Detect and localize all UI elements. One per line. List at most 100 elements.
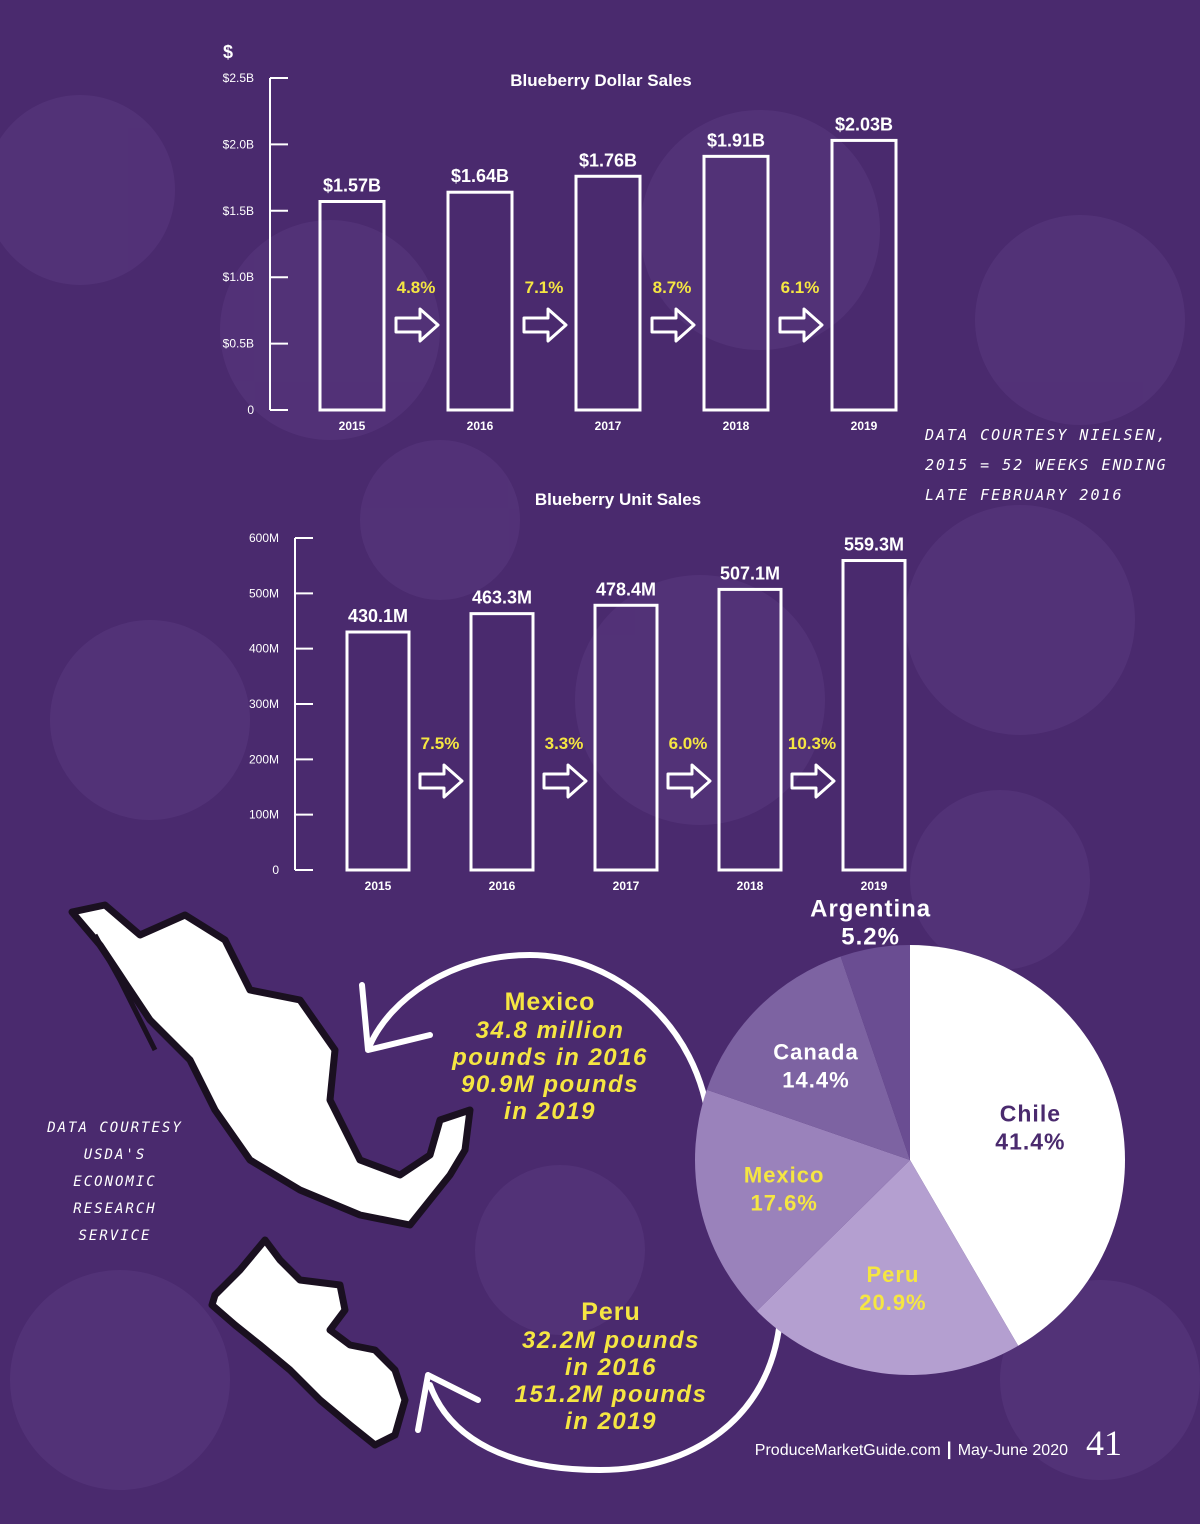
unit-bar [841, 559, 907, 872]
unit-growth-arrow-icon [666, 763, 712, 799]
nielsen-source-note: Data courtesy Nielsen, 2015 = 52 weeks e… [925, 420, 1168, 510]
dollar-bar [830, 138, 898, 412]
unit-growth-label: 3.3% [545, 734, 584, 753]
mexico-flow-line: 90.9M pounds [460, 1071, 640, 1098]
unit-category-label: 2017 [613, 879, 640, 893]
usda-note-line: Data courtesy [47, 1120, 183, 1136]
pie-slice-canada [706, 956, 910, 1160]
unit-growth-label: 7.5% [421, 734, 460, 753]
dollar-growth-arrow-icon [778, 307, 824, 343]
dollar-y-unit-label: $ [223, 42, 233, 62]
dollar-growth-arrow-icon [522, 307, 568, 343]
dollar-growth-label: 6.1% [781, 278, 820, 297]
unit-value-label: 507.1M [720, 563, 780, 583]
dollar-tick-label: 0 [247, 403, 254, 417]
dollar-bar [574, 174, 642, 412]
dollar-category-label: 2016 [467, 419, 494, 433]
usda-note-line: Service [78, 1228, 152, 1244]
unit-bars: 430.1M 2015 463.3M 2016 478.4M 2017 507.1M 2018… [345, 535, 907, 893]
pie-category-label: Peru [866, 1262, 919, 1287]
peru-flow-line: in 2019 [565, 1408, 657, 1435]
dollar-bar [702, 154, 770, 412]
pie-value-label: 20.9% [859, 1290, 926, 1315]
peru-flow-line: 32.2M pounds [521, 1327, 701, 1354]
unit-chart-title: Blueberry Unit Sales [535, 490, 701, 509]
dollar-chart-title: Blueberry Dollar Sales [510, 71, 691, 90]
dollar-growth-arrow-icon [650, 307, 696, 343]
peru-map-icon [208, 1236, 409, 1449]
unit-bar [345, 630, 411, 872]
unit-category-label: 2019 [861, 879, 888, 893]
pie-category-label: Argentina [810, 895, 931, 922]
nielsen-note-line: Data courtesy Nielsen, [925, 426, 1168, 444]
pie-slice-argentina [840, 945, 910, 1160]
dollar-growth-arrow-icon [394, 307, 440, 343]
footer-issue: May-June 2020 [957, 1442, 1068, 1459]
unit-tick-label: 300M [249, 697, 279, 711]
peru-flow-country: Peru [581, 1298, 641, 1326]
pie-slice-chile [910, 945, 1126, 1346]
unit-bar [593, 603, 659, 872]
dollar-y-axis: 0 $0.5B $1.0B $1.5B $2.0B $2.5B [223, 71, 288, 417]
unit-growth-arrow-icon [418, 763, 464, 799]
unit-category-label: 2015 [365, 879, 392, 893]
dollar-tick-label: $1.0B [223, 270, 254, 284]
unit-bar [717, 587, 783, 872]
dollar-tick-label: $1.5B [223, 204, 254, 218]
unit-growth-label: 10.3% [788, 734, 836, 753]
pie-value-label: 14.4% [782, 1068, 849, 1093]
pie-value-label: 5.2% [841, 923, 900, 950]
unit-growth-arrow-icon [790, 763, 836, 799]
unit-value-label: 559.3M [844, 535, 904, 555]
dollar-tick-label: $2.5B [223, 71, 254, 85]
dollar-category-label: 2019 [851, 419, 878, 433]
pie-slice-mexico [695, 1089, 910, 1311]
dollar-sales-chart: Blueberry Dollar Sales $ 0 $0.5B $1.0B $1.5… [223, 42, 898, 433]
usda-note-line: Economic [73, 1174, 157, 1190]
unit-growth-label: 6.0% [669, 734, 708, 753]
unit-tick-label: 500M [249, 586, 279, 600]
dollar-category-label: 2018 [723, 419, 750, 433]
usda-note-line: USDA's [83, 1147, 147, 1163]
dollar-bar [446, 190, 514, 412]
pie-value-label: 41.4% [995, 1129, 1065, 1155]
unit-value-label: 430.1M [348, 606, 408, 626]
unit-value-label: 463.3M [472, 588, 532, 608]
mexico-flow-arrow-icon [367, 951, 713, 1133]
peru-flow-arrow-icon [427, 1317, 783, 1474]
pie-category-label: Mexico [744, 1162, 825, 1187]
unit-tick-label: 100M [249, 808, 279, 822]
dollar-value-label: $1.91B [707, 130, 765, 150]
mexico-map-icon [68, 901, 474, 1229]
unit-growth-arrow-icon [542, 763, 588, 799]
peru-flow-line: in 2016 [565, 1354, 657, 1381]
nielsen-note-line: late February 2016 [925, 486, 1124, 504]
mexico-flow-line: pounds in 2016 [452, 1044, 648, 1071]
mexico-flow-line: in 2019 [504, 1098, 596, 1125]
unit-category-label: 2018 [737, 879, 764, 893]
pie-category-label: Canada [773, 1040, 858, 1065]
dollar-growth-label: 7.1% [525, 278, 564, 297]
peru-flow-line: 151.2M pounds [514, 1381, 708, 1408]
dollar-tick-label: $0.5B [223, 337, 254, 351]
pie-category-label: Chile [1000, 1101, 1061, 1127]
dollar-growth-label: 8.7% [653, 278, 692, 297]
dollar-value-label: $1.76B [579, 150, 637, 170]
footer-site-link[interactable]: ProduceMarketGuide.com [754, 1442, 941, 1459]
usda-source-note: Data courtesy USDA's Economic Research S… [30, 1115, 200, 1250]
dollar-value-label: $2.03B [835, 114, 893, 134]
unit-sales-chart: Blueberry Unit Sales 0 100M 200M 300M 400M 50… [249, 490, 907, 893]
usda-note-line: Research [73, 1201, 157, 1217]
dollar-bars: $1.57B 2015 $1.64B 2016 $1.76B 2017 $1.91B 2018… [318, 114, 898, 433]
unit-value-label: 478.4M [596, 579, 656, 599]
dollar-value-label: $1.57B [323, 176, 381, 196]
unit-tick-label: 0 [272, 863, 279, 877]
unit-tick-label: 600M [249, 531, 279, 545]
dollar-category-label: 2017 [595, 419, 622, 433]
dollar-value-label: $1.64B [451, 166, 509, 186]
unit-tick-label: 200M [249, 752, 279, 766]
